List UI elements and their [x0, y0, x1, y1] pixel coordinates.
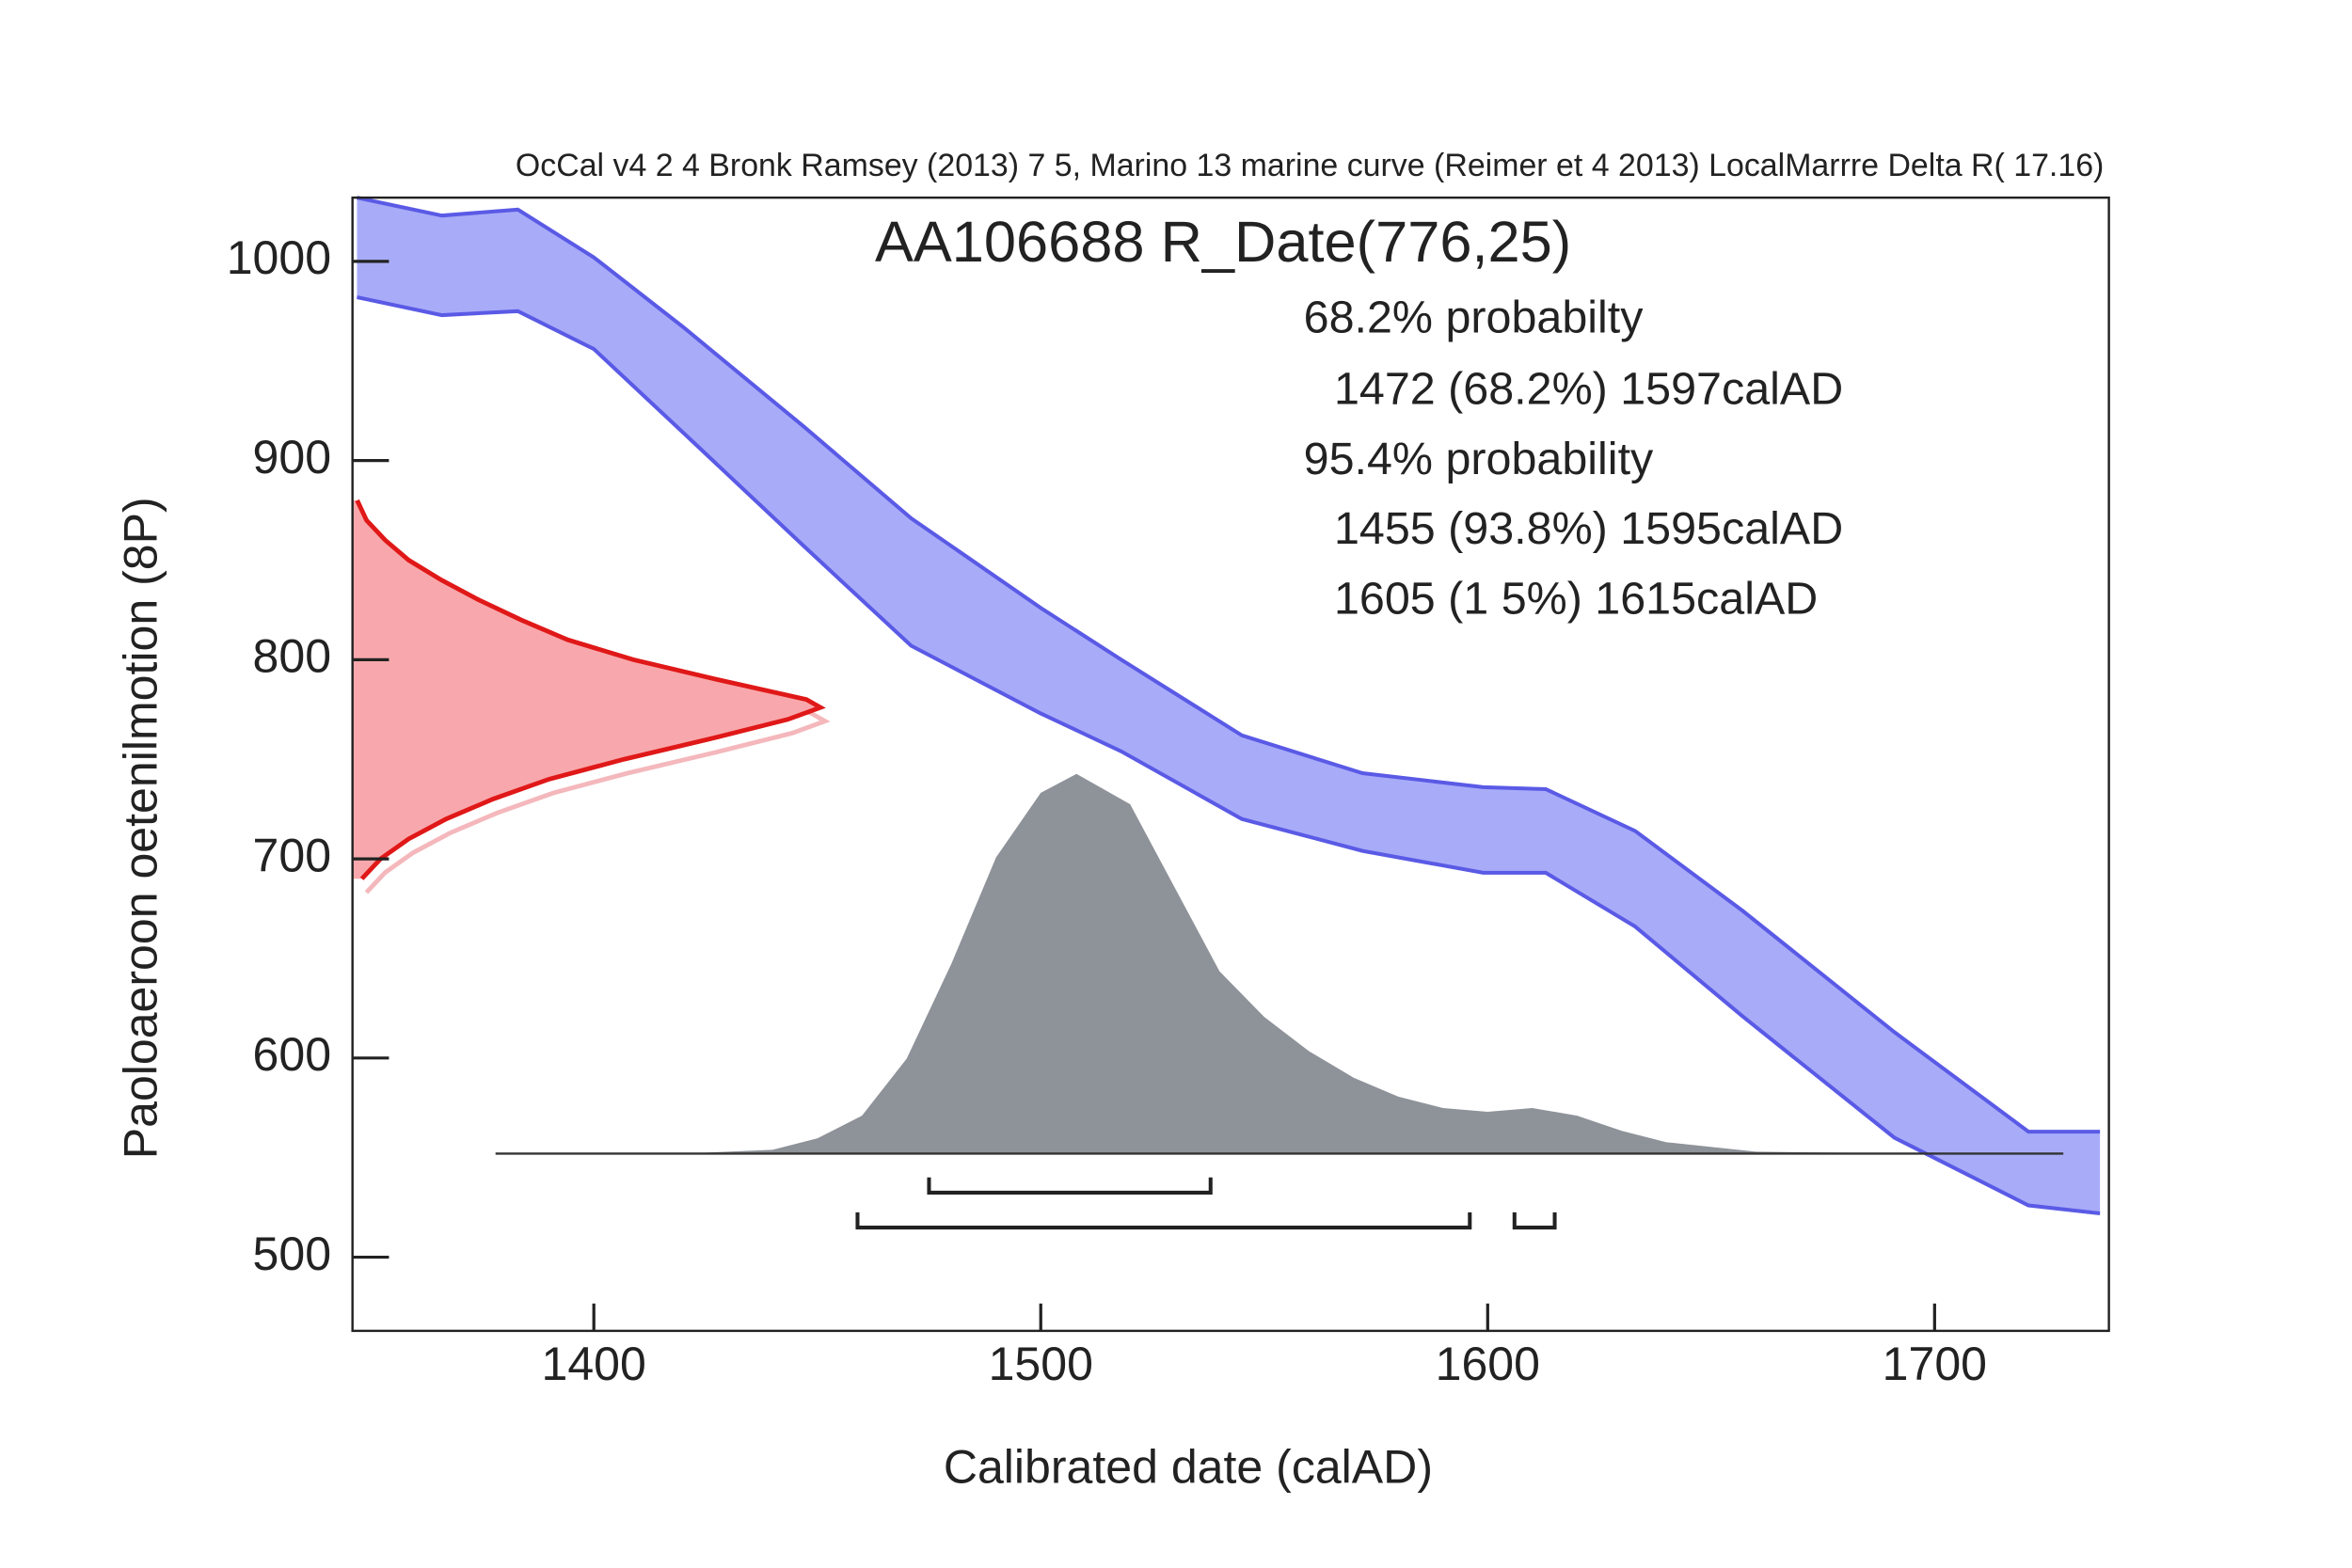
y-axis-label: Paoloaeroon oetenilmotion (8P) — [115, 497, 167, 1159]
y-tick-label: 1000 — [227, 231, 331, 284]
annotation: 68.2% probabilty — [1304, 293, 1645, 343]
y-tick-label: 700 — [253, 829, 332, 881]
range-bracket — [855, 1212, 1472, 1230]
plot-frame — [351, 196, 2110, 1333]
annotation: 1455 (93.8%) 1595calAD — [1334, 503, 1843, 554]
x-tick-label: 1500 — [989, 1338, 1093, 1390]
annotation: 1605 (1 5%) 1615calAD — [1334, 573, 1818, 624]
range-bracket — [1512, 1212, 1557, 1230]
calibrated-density — [495, 773, 2109, 1154]
calibration-upper — [357, 196, 2101, 1134]
y-tick-label: 600 — [253, 1028, 332, 1081]
x-tick-label: 1700 — [1883, 1338, 1987, 1390]
y-tick-label: 800 — [253, 630, 332, 683]
chart-title: AA106688 R_Date(776,25) — [875, 210, 1571, 275]
date-density — [352, 499, 821, 879]
annotation: 1472 (68.2%) 1597calAD — [1334, 364, 1843, 415]
date-outline — [355, 499, 826, 880]
x-tick-label: 1400 — [542, 1338, 646, 1390]
calibration-band — [357, 198, 2101, 1213]
calibration-lower — [357, 295, 2101, 1215]
x-tick-label: 1600 — [1436, 1338, 1540, 1390]
x-axis-label: Calibrated date (calAD) — [944, 1441, 1433, 1494]
annotation: 95.4% probability — [1304, 434, 1654, 484]
y-tick-label: 500 — [253, 1227, 332, 1280]
range-bracket — [927, 1177, 1213, 1195]
y-tick-label: 900 — [253, 431, 332, 483]
chart-header: OcCal v4 2 4 Bronk Ramsey (2013) 7 5, Ma… — [516, 148, 2104, 183]
